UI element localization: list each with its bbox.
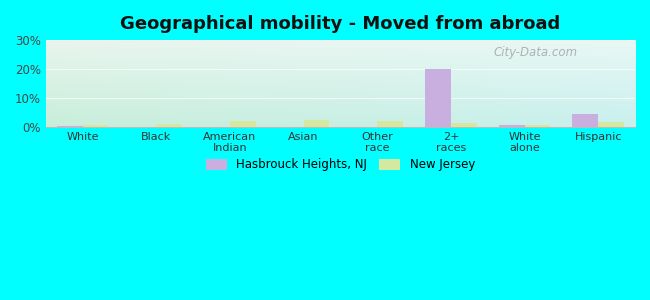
Bar [156, 124, 182, 127]
Title: Geographical mobility - Moved from abroad: Geographical mobility - Moved from abroa… [120, 15, 560, 33]
Bar [451, 123, 476, 127]
Bar [377, 121, 403, 127]
Legend: Hasbrouck Heights, NJ, New Jersey: Hasbrouck Heights, NJ, New Jersey [205, 158, 475, 171]
Text: City-Data.com: City-Data.com [493, 46, 578, 59]
Bar [598, 122, 624, 127]
Bar [230, 121, 255, 127]
Bar [57, 126, 83, 127]
Bar [425, 69, 451, 127]
Bar [573, 114, 598, 127]
Bar [304, 120, 330, 127]
Bar [499, 125, 525, 127]
Bar [83, 125, 109, 127]
Bar [525, 125, 551, 127]
